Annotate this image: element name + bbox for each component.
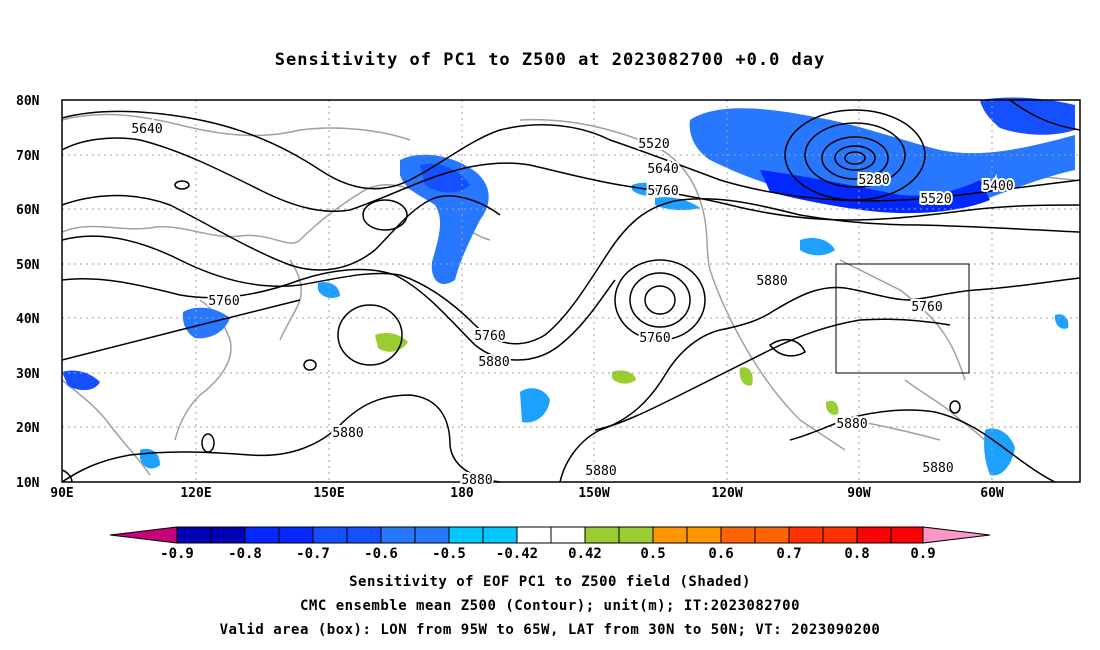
contour-label: 5760	[474, 329, 505, 344]
colorbar-segment	[414, 526, 450, 544]
colorbar-segment	[210, 526, 246, 544]
contour-label: 5880	[756, 274, 787, 289]
sensitivity-shading	[62, 97, 1075, 476]
colorbar-segment	[584, 526, 620, 544]
map-title: Sensitivity of PC1 to Z500 at 2023082700…	[274, 50, 826, 70]
colorbar-label: 0.8	[844, 546, 869, 562]
colorbar-segment	[312, 526, 348, 544]
contour-label: 5760	[208, 294, 239, 309]
contour-label: 5640	[131, 122, 162, 137]
colorbar-label: 0.7	[776, 546, 801, 562]
colorbar	[109, 526, 991, 544]
colorbar-segment	[856, 526, 892, 544]
contour-label: 5400	[982, 179, 1013, 194]
colorbar-segment	[346, 526, 382, 544]
lat-label: 60N	[16, 203, 40, 218]
lon-axis: 90E 120E 150E 180 150W 120W 90W 60W	[50, 486, 1004, 501]
lat-label: 80N	[16, 94, 40, 109]
colorbar-label: 0.5	[640, 546, 665, 562]
contour-label: 5880	[332, 426, 363, 441]
lat-label: 50N	[16, 258, 40, 273]
lon-label: 120E	[180, 486, 211, 501]
contour-label: 5760	[639, 331, 670, 346]
z500-contours	[61, 99, 1081, 483]
footer-line-2: CMC ensemble mean Z500 (Contour); unit(m…	[299, 598, 800, 614]
contour-label: 5880	[585, 464, 616, 479]
colorbar-segment	[380, 526, 416, 544]
lat-label: 70N	[16, 149, 40, 164]
colorbar-segment	[652, 526, 688, 544]
colorbar-segment	[890, 526, 924, 544]
graticule	[62, 100, 1080, 482]
colorbar-segment	[720, 526, 756, 544]
colorbar-segment	[686, 526, 722, 544]
colorbar-label: -0.5	[432, 546, 466, 562]
colorbar-segment	[278, 526, 314, 544]
colorbar-label: 0.42	[568, 546, 602, 562]
colorbar-segment	[922, 526, 991, 544]
footer-line-1: Sensitivity of EOF PC1 to Z500 field (Sh…	[349, 574, 751, 590]
lon-label: 60W	[980, 486, 1004, 501]
contour-labels: 5640 5520 5640 5760 5280 5520 5400 5760 …	[129, 120, 1015, 490]
colorbar-segment	[550, 526, 586, 544]
contour-label: 5640	[647, 162, 678, 177]
colorbar-labels: -0.9 -0.8 -0.7 -0.6 -0.5 -0.42 0.42 0.5 …	[160, 546, 936, 562]
colorbar-segment	[788, 526, 824, 544]
colorbar-label: 0.9	[910, 546, 935, 562]
colorbar-segment	[109, 526, 178, 544]
lat-label: 10N	[16, 476, 40, 491]
colorbar-segment	[482, 526, 518, 544]
lon-label: 90W	[847, 486, 871, 501]
contour-label: 5280	[858, 173, 889, 188]
lon-label: 180	[450, 486, 474, 501]
lat-label: 40N	[16, 312, 40, 327]
map-frame	[61, 99, 1081, 483]
contour-label: 5520	[920, 192, 951, 207]
colorbar-segment	[822, 526, 858, 544]
colorbar-segment	[244, 526, 280, 544]
colorbar-label: -0.42	[496, 546, 538, 562]
lon-label: 120W	[711, 486, 742, 501]
colorbar-label: 0.6	[708, 546, 733, 562]
lat-label: 30N	[16, 367, 40, 382]
colorbar-segment	[448, 526, 484, 544]
footer-line-3: Valid area (box): LON from 95W to 65W, L…	[219, 622, 881, 638]
colorbar-segment	[176, 526, 212, 544]
contour-label: 5880	[478, 355, 509, 370]
contour-label: 5520	[638, 137, 669, 152]
lon-label: 90E	[50, 486, 73, 501]
valid-area-box	[835, 263, 970, 374]
colorbar-label: -0.7	[296, 546, 330, 562]
colorbar-segment	[516, 526, 552, 544]
contour-label: 5760	[911, 300, 942, 315]
colorbar-segment	[754, 526, 790, 544]
lon-label: 150W	[578, 486, 609, 501]
contour-label: 5760	[647, 184, 678, 199]
colorbar-label: -0.8	[228, 546, 262, 562]
colorbar-label: -0.9	[160, 546, 194, 562]
contour-label: 5880	[461, 473, 492, 488]
colorbar-label: -0.6	[364, 546, 398, 562]
lon-label: 150E	[313, 486, 344, 501]
contour-label: 5880	[836, 417, 867, 432]
colorbar-segment	[618, 526, 654, 544]
contour-label: 5880	[922, 461, 953, 476]
lat-axis: 80N 70N 60N 50N 40N 30N 20N 10N	[16, 94, 40, 491]
lat-label: 20N	[16, 421, 40, 436]
